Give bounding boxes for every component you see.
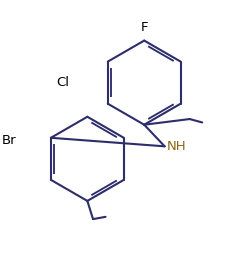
Text: Cl: Cl bbox=[56, 76, 69, 89]
Text: Br: Br bbox=[2, 134, 17, 147]
Text: NH: NH bbox=[167, 140, 187, 153]
Text: F: F bbox=[141, 21, 148, 34]
